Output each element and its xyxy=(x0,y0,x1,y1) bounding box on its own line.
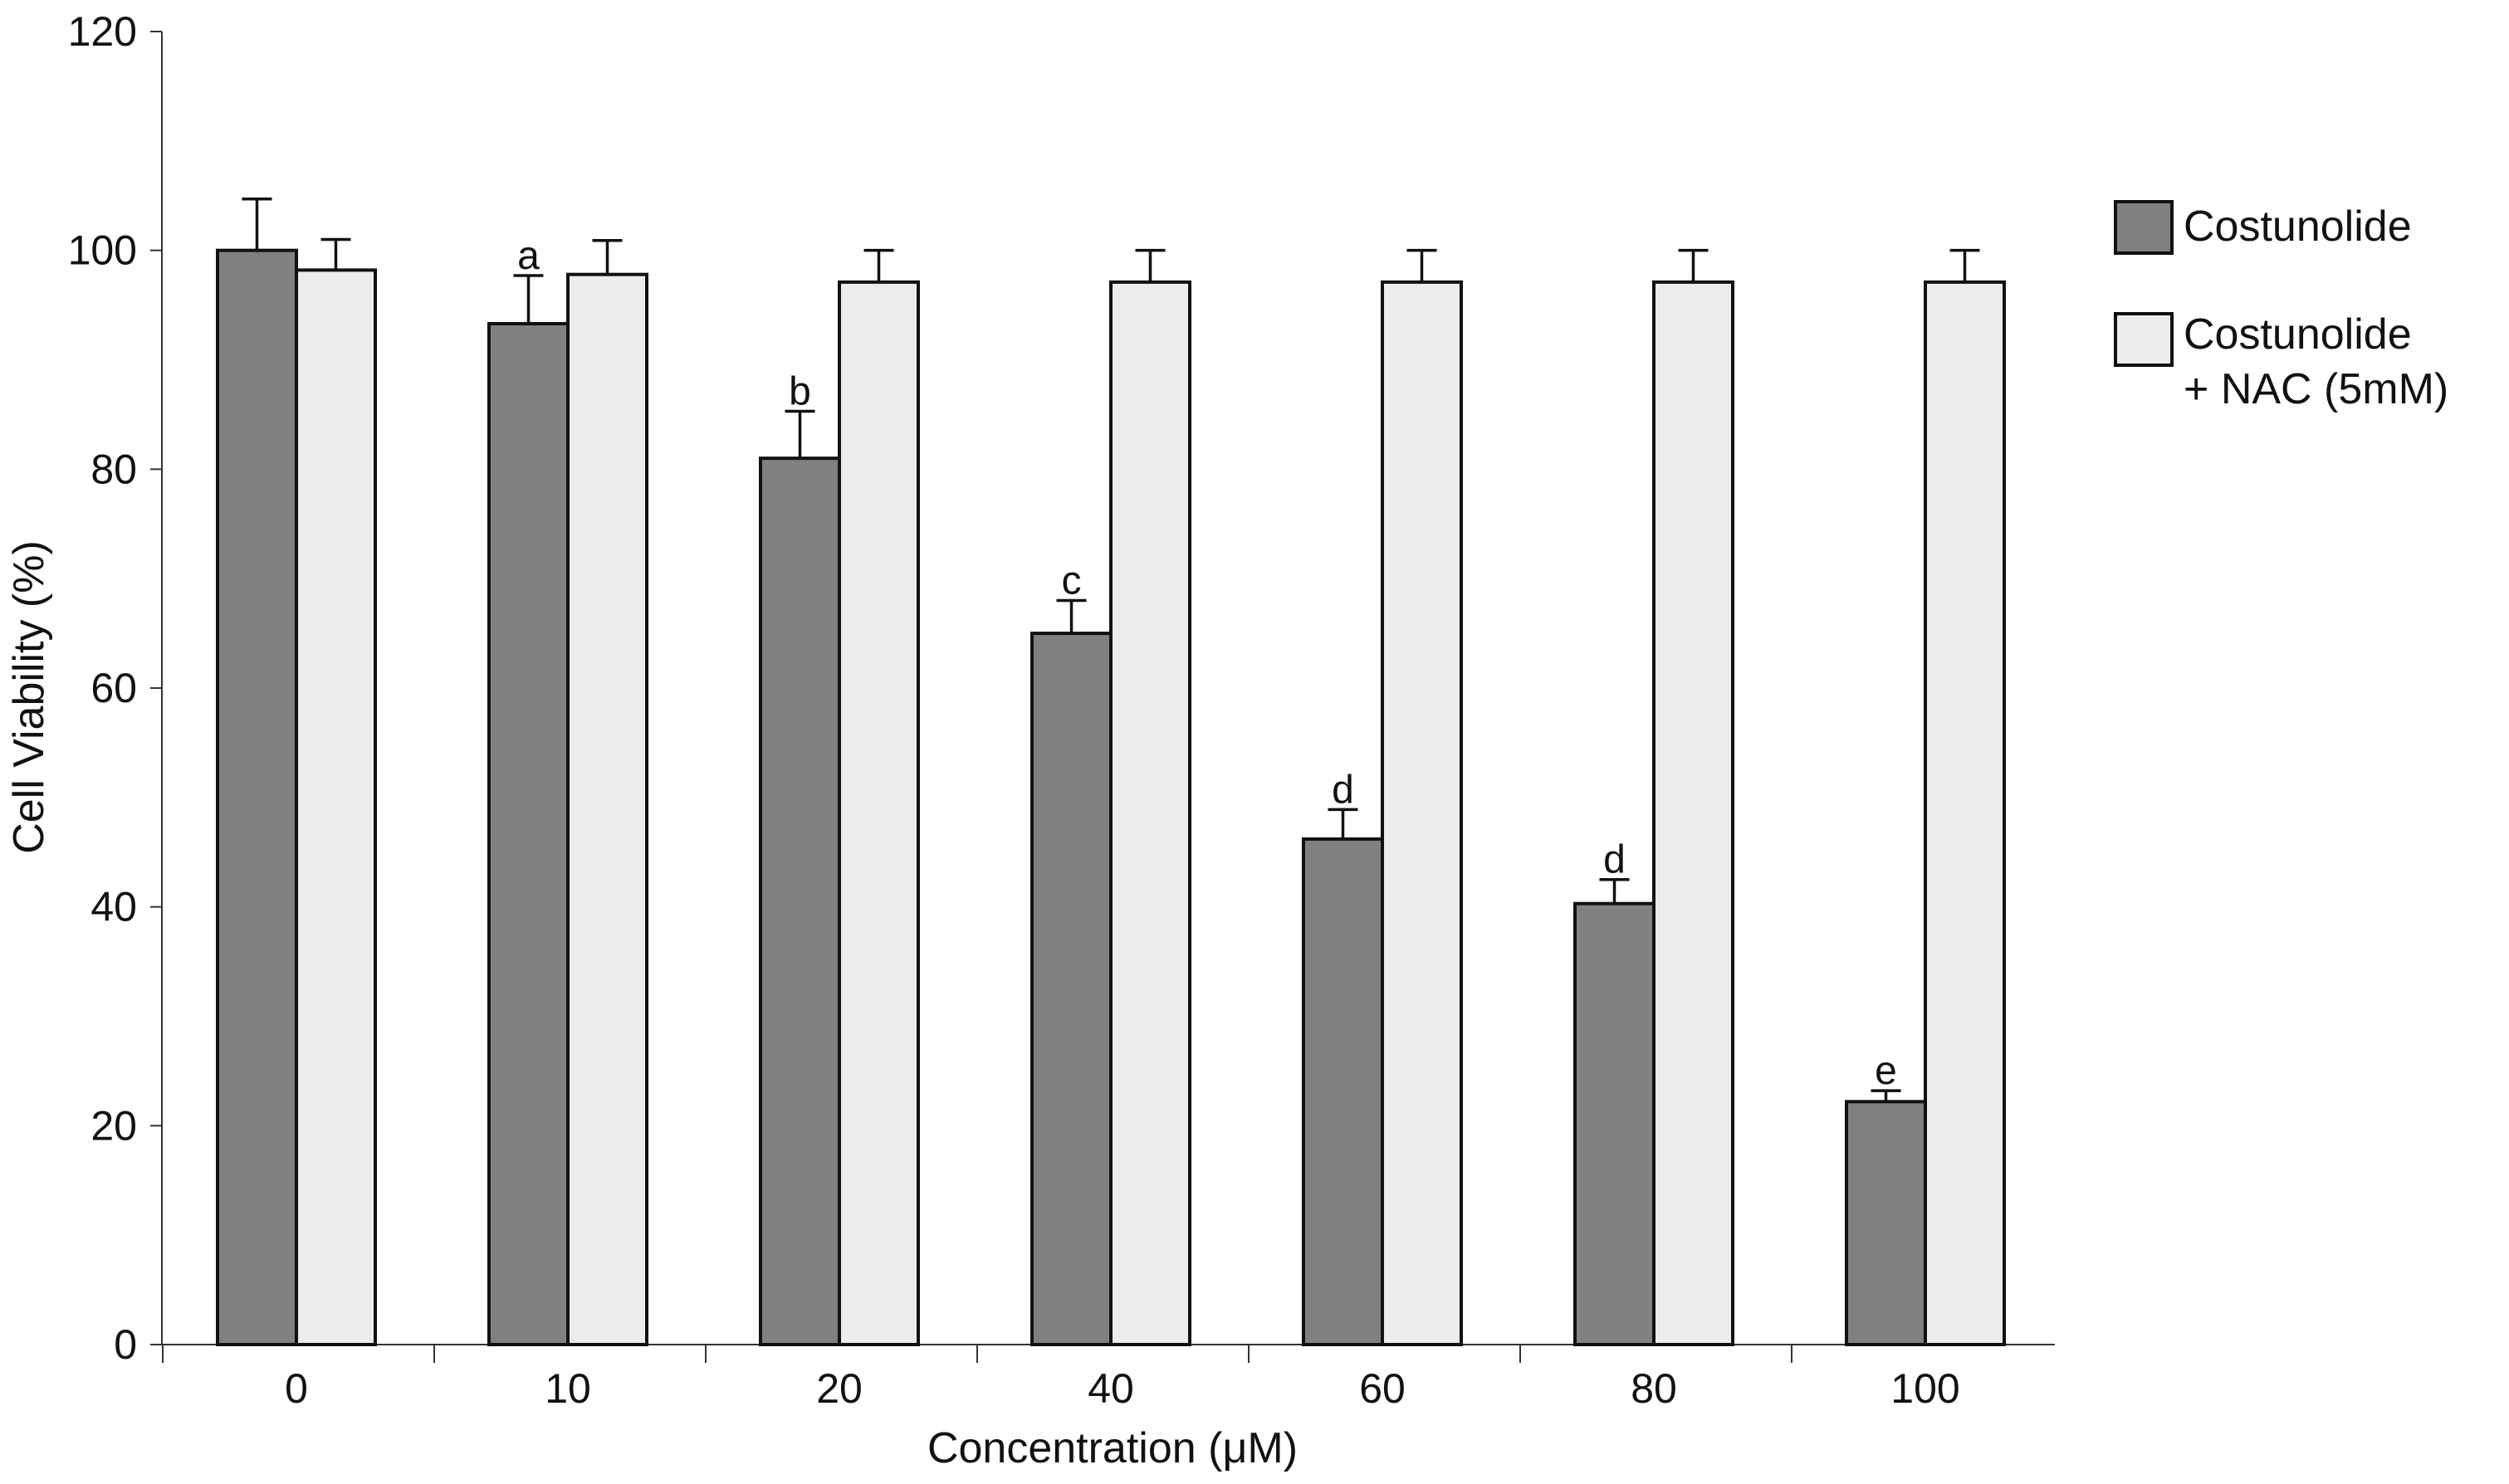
x-axis-title: Concentration (μM) xyxy=(927,1424,1298,1472)
x-tick-label-60: 60 xyxy=(1359,1365,1406,1412)
legend-swatch-costunolide xyxy=(2114,200,2174,255)
y-tick-label-40: 40 xyxy=(90,884,137,930)
error-bars xyxy=(242,197,1980,1102)
legend: Costunolide Costunolide + NAC (5mM) xyxy=(2114,200,2448,413)
bar-costunolide-40 xyxy=(1030,632,1113,1346)
y-axis-title: Cell Viability (%) xyxy=(5,540,53,854)
legend-label-line-2: + NAC (5mM) xyxy=(2184,365,2448,413)
bar-costunolide-10 xyxy=(487,321,570,1346)
sig-label-20: b xyxy=(789,369,811,413)
bars xyxy=(216,248,2006,1347)
bar-costunolide-100 xyxy=(1845,1100,1927,1346)
x-tick-label-80: 80 xyxy=(1631,1365,1677,1412)
x-tick-label-20: 20 xyxy=(816,1365,863,1412)
bar-costunolide-20 xyxy=(759,456,841,1346)
x-tick-label-0: 0 xyxy=(285,1365,308,1412)
bar-costunolide-80 xyxy=(1573,901,1656,1346)
sig-label-80: d xyxy=(1603,838,1626,882)
bar-costunolide-nac-10 xyxy=(566,272,648,1346)
sig-label-60: d xyxy=(1332,768,1354,812)
x-tick-label-100: 100 xyxy=(1890,1365,1959,1412)
y-tick-label-80: 80 xyxy=(90,446,137,492)
bar-costunolide-nac-0 xyxy=(295,268,377,1347)
y-axis: 0 20 40 60 80 100 120 xyxy=(68,8,163,1368)
y-tick-label-120: 120 xyxy=(68,8,137,55)
significance-labels: a b c d d e xyxy=(517,234,1897,1093)
y-tick-label-60: 60 xyxy=(90,665,137,711)
bar-costunolide-nac-80 xyxy=(1652,280,1734,1347)
legend-label-costunolide: Costunolide xyxy=(2184,203,2412,251)
sig-label-10: a xyxy=(517,234,540,278)
bar-costunolide-60 xyxy=(1302,837,1384,1346)
y-tick-label-0: 0 xyxy=(114,1321,137,1368)
sig-label-40: c xyxy=(1062,559,1082,603)
bar-costunolide-nac-60 xyxy=(1381,280,1463,1347)
bar-costunolide-nac-20 xyxy=(838,280,920,1347)
bar-costunolide-0 xyxy=(216,248,298,1347)
legend-label-costunolide-nac: Costunolide + NAC (5mM) xyxy=(2184,310,2448,413)
x-tick-label-40: 40 xyxy=(1088,1365,1134,1412)
sig-label-100: e xyxy=(1875,1049,1897,1093)
bar-costunolide-nac-40 xyxy=(1109,280,1191,1347)
x-axis: 0 10 20 40 60 80 100 xyxy=(162,1344,2055,1412)
y-tick-label-20: 20 xyxy=(90,1102,137,1149)
y-tick-label-100: 100 xyxy=(68,227,137,274)
legend-swatch-costunolide-nac xyxy=(2114,312,2174,367)
x-tick-label-10: 10 xyxy=(545,1365,591,1412)
bar-costunolide-nac-100 xyxy=(1924,280,2006,1347)
legend-label-line-1: Costunolide xyxy=(2184,310,2412,359)
